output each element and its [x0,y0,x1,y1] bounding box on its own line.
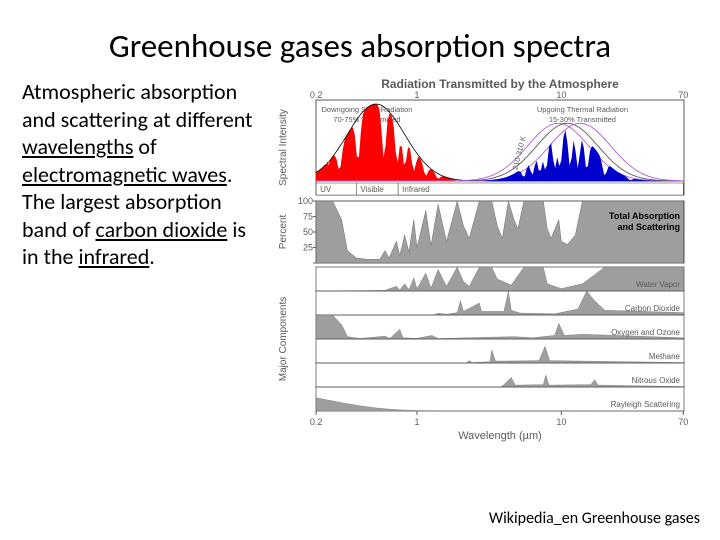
svg-text:Infrared: Infrared [402,185,430,194]
svg-text:100: 100 [298,196,313,206]
svg-text:Carbon Dioxide: Carbon Dioxide [625,304,681,313]
svg-text:Visible: Visible [360,185,384,194]
content-row: Atmospheric absorption and scattering at… [0,74,720,471]
description-text: Atmospheric absorption and scattering at… [22,74,272,471]
svg-text:Percent: Percent [278,215,289,250]
svg-text:Major Components: Major Components [278,297,289,381]
svg-text:70: 70 [678,417,688,427]
svg-text:Total Absorption: Total Absorption [609,211,680,221]
svg-text:Spectral Intensity: Spectral Intensity [278,109,289,186]
svg-text:50: 50 [303,227,313,237]
svg-text:70: 70 [678,90,688,100]
svg-text:15-30% Transmitted: 15-30% Transmitted [549,115,616,124]
svg-text:Methane: Methane [649,352,681,361]
svg-text:Radiation Transmitted by the A: Radiation Transmitted by the Atmosphere [381,77,619,91]
svg-text:Water Vapor: Water Vapor [636,280,680,289]
svg-text:Upgoing Thermal Radiation: Upgoing Thermal Radiation [537,105,628,114]
svg-text:1: 1 [415,417,420,427]
svg-text:and Scattering: and Scattering [617,222,680,232]
svg-text:210-310 K: 210-310 K [511,135,528,171]
credit-text: Wikipedia_en Greenhouse gases [489,509,700,528]
svg-text:10: 10 [556,417,566,427]
svg-text:0.2: 0.2 [310,417,323,427]
svg-text:10: 10 [556,90,566,100]
spectra-svg: Radiation Transmitted by the Atmosphere 0… [272,74,692,471]
svg-text:Rayleigh Scattering: Rayleigh Scattering [611,400,680,409]
svg-text:Nitrous Oxide: Nitrous Oxide [632,376,681,385]
svg-text:75: 75 [303,212,313,222]
svg-text:1: 1 [415,90,420,100]
svg-text:0.2: 0.2 [310,90,323,100]
svg-text:25: 25 [303,243,313,253]
svg-text:UV: UV [320,185,332,194]
spectra-figure: Radiation Transmitted by the Atmosphere 0… [272,74,708,471]
page-title: Greenhouse gases absorption spectra [0,0,720,74]
svg-text:Wavelength (µm): Wavelength (µm) [458,430,542,442]
svg-text:Oxygen and Ozone: Oxygen and Ozone [611,328,680,337]
